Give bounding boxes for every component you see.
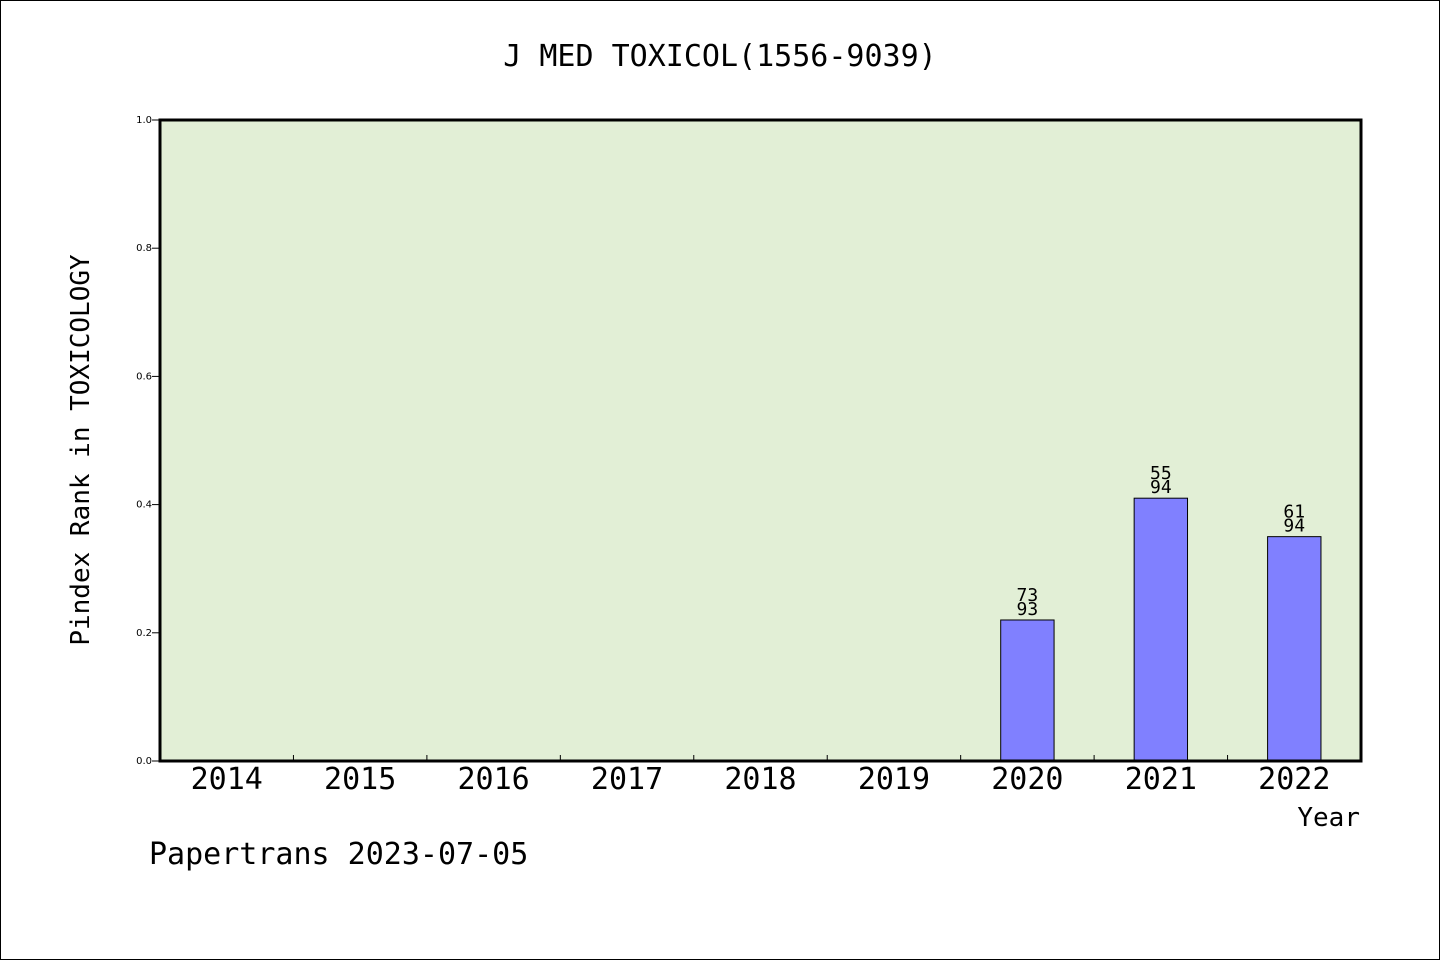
y-tick-label: 0.4 bbox=[136, 500, 152, 511]
y-tick-label: 0.0 bbox=[136, 756, 152, 767]
plot-border bbox=[158, 118, 1363, 763]
bar-rank-label: 55 bbox=[1150, 463, 1172, 484]
x-tick-label: 2017 bbox=[591, 762, 663, 797]
x-tick-label: 2020 bbox=[991, 762, 1063, 797]
bar-rank-label: 61 bbox=[1283, 502, 1305, 523]
x-tick-label: 2014 bbox=[191, 762, 263, 797]
y-tick-label: 0.6 bbox=[136, 371, 152, 382]
bar-total-label: 94 bbox=[1283, 516, 1305, 537]
x-tick-label: 2021 bbox=[1125, 762, 1197, 797]
x-axis-label: Year bbox=[1297, 803, 1360, 833]
x-tick-label: 2015 bbox=[324, 762, 396, 797]
x-tick-label: 2022 bbox=[1258, 762, 1330, 797]
bar-2021 bbox=[1133, 497, 1189, 762]
x-tick-label: 2016 bbox=[457, 762, 529, 797]
y-tick-label: 0.2 bbox=[136, 628, 152, 639]
footer-credit: Papertrans 2023-07-05 bbox=[149, 837, 528, 872]
bar-2022 bbox=[1267, 536, 1322, 762]
y-tick-label: 0.8 bbox=[136, 243, 152, 254]
bar-total-label: 94 bbox=[1150, 477, 1172, 498]
x-tick-label: 2019 bbox=[858, 762, 930, 797]
y-tick-label: 1.0 bbox=[136, 115, 152, 126]
bar-total-label: 93 bbox=[1017, 599, 1039, 620]
bar-2020 bbox=[1000, 619, 1055, 762]
y-axis-label: Pindex Rank in TOXICOLOGY bbox=[66, 254, 96, 646]
chart-title: J MED TOXICOL(1556-9039) bbox=[503, 39, 936, 74]
x-tick-label: 2018 bbox=[724, 762, 796, 797]
bar-rank-label: 73 bbox=[1017, 585, 1039, 606]
